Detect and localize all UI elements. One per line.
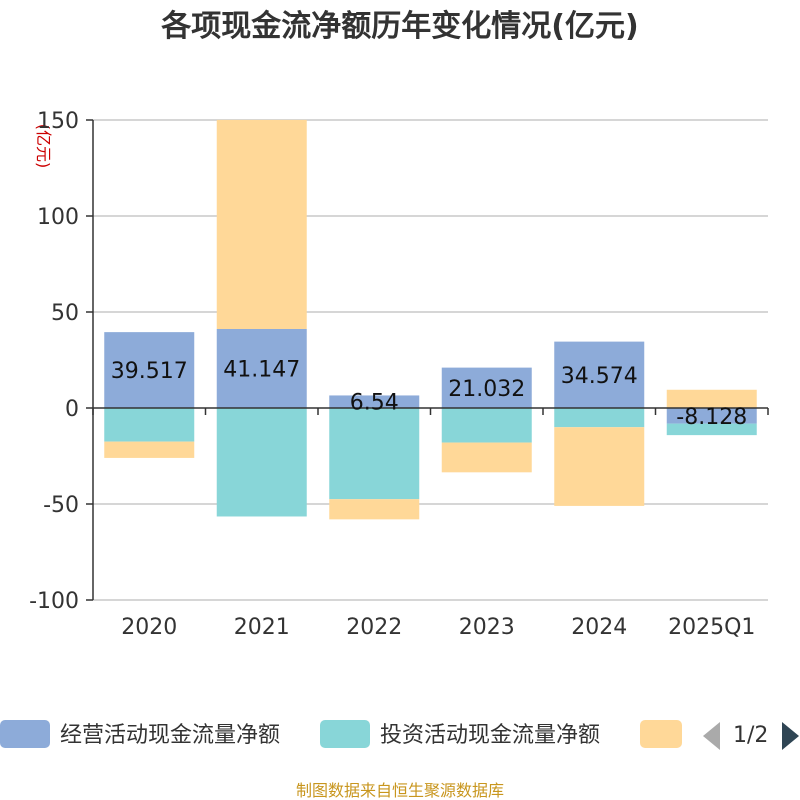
legend: 经营活动现金流量净额 投资活动现金流量净额 1/2 [0, 720, 799, 750]
legend-swatch-investing[interactable] [320, 720, 370, 748]
legend-swatch-operating[interactable] [0, 720, 50, 748]
bar-financing-2021[interactable] [216, 119, 307, 329]
x-tick-label: 2022 [346, 615, 402, 640]
legend-page-indicator: 1/2 [733, 723, 768, 748]
legend-prev-icon[interactable] [703, 722, 720, 750]
bar-financing-2023[interactable] [441, 442, 532, 473]
data-label-operating: 34.574 [561, 364, 638, 389]
bar-financing-2024[interactable] [554, 427, 645, 506]
legend-label-operating[interactable]: 经营活动现金流量净额 [60, 723, 280, 748]
y-tick-label: 150 [37, 109, 79, 134]
bar-operating-2020[interactable] [104, 332, 195, 408]
bar-operating-2022[interactable] [329, 395, 420, 408]
axes [86, 119, 769, 601]
data-label-operating: -8.128 [676, 405, 747, 430]
y-tick-label: -50 [43, 493, 79, 518]
y-tick-label: 100 [37, 205, 79, 230]
tick-labels: 150 100 50 0 -50 -100 2020 2021 2022 2023 2024 2025… [29, 109, 755, 640]
bar-financing-2020[interactable] [104, 441, 195, 458]
x-tick-label: 2021 [234, 615, 290, 640]
x-tick-label: 2023 [459, 615, 515, 640]
data-label-operating: 21.032 [448, 377, 525, 402]
x-tick-label: 2020 [121, 615, 177, 640]
data-label-operating: 41.147 [223, 357, 300, 382]
bar-investing-2020[interactable] [104, 408, 195, 442]
legend-next-icon[interactable] [782, 722, 799, 750]
x-tick-label: 2025Q1 [668, 615, 755, 640]
source-note: 制图数据来自恒生聚源数据库 [296, 781, 504, 800]
bar-investing-2025Q1[interactable] [666, 423, 757, 436]
y-tick-label: -100 [29, 589, 79, 614]
bar-financing-2022[interactable] [329, 499, 420, 520]
bar-investing-2023[interactable] [441, 408, 532, 443]
legend-swatch-financing[interactable] [640, 720, 682, 748]
grid-lines [93, 119, 768, 601]
data-label-operating: 6.54 [350, 391, 399, 416]
legend-label-investing[interactable]: 投资活动现金流量净额 [380, 723, 600, 748]
chart-title: 各项现金流净额历年变化情况(亿元) [160, 9, 638, 44]
bar-operating-2025Q1[interactable] [666, 408, 757, 424]
y-tick-label: 50 [51, 301, 79, 326]
x-tick-label: 2024 [571, 615, 627, 640]
y-tick-label: 0 [65, 397, 79, 422]
y-axis-unit: (亿元) [34, 124, 53, 169]
bar-financing-2025Q1[interactable] [666, 389, 757, 408]
bar-operating-2021[interactable] [216, 328, 307, 408]
bar-operating-2023[interactable] [441, 367, 532, 408]
bars [104, 119, 757, 520]
bar-investing-2024[interactable] [554, 408, 645, 428]
data-label-operating: 39.517 [111, 359, 188, 384]
data-labels: 39.517 41.147 6.54 21.032 34.574 -8.128 [111, 357, 747, 429]
bar-investing-2022[interactable] [329, 408, 420, 500]
bar-operating-2024[interactable] [554, 341, 645, 408]
bar-investing-2021[interactable] [216, 408, 307, 517]
